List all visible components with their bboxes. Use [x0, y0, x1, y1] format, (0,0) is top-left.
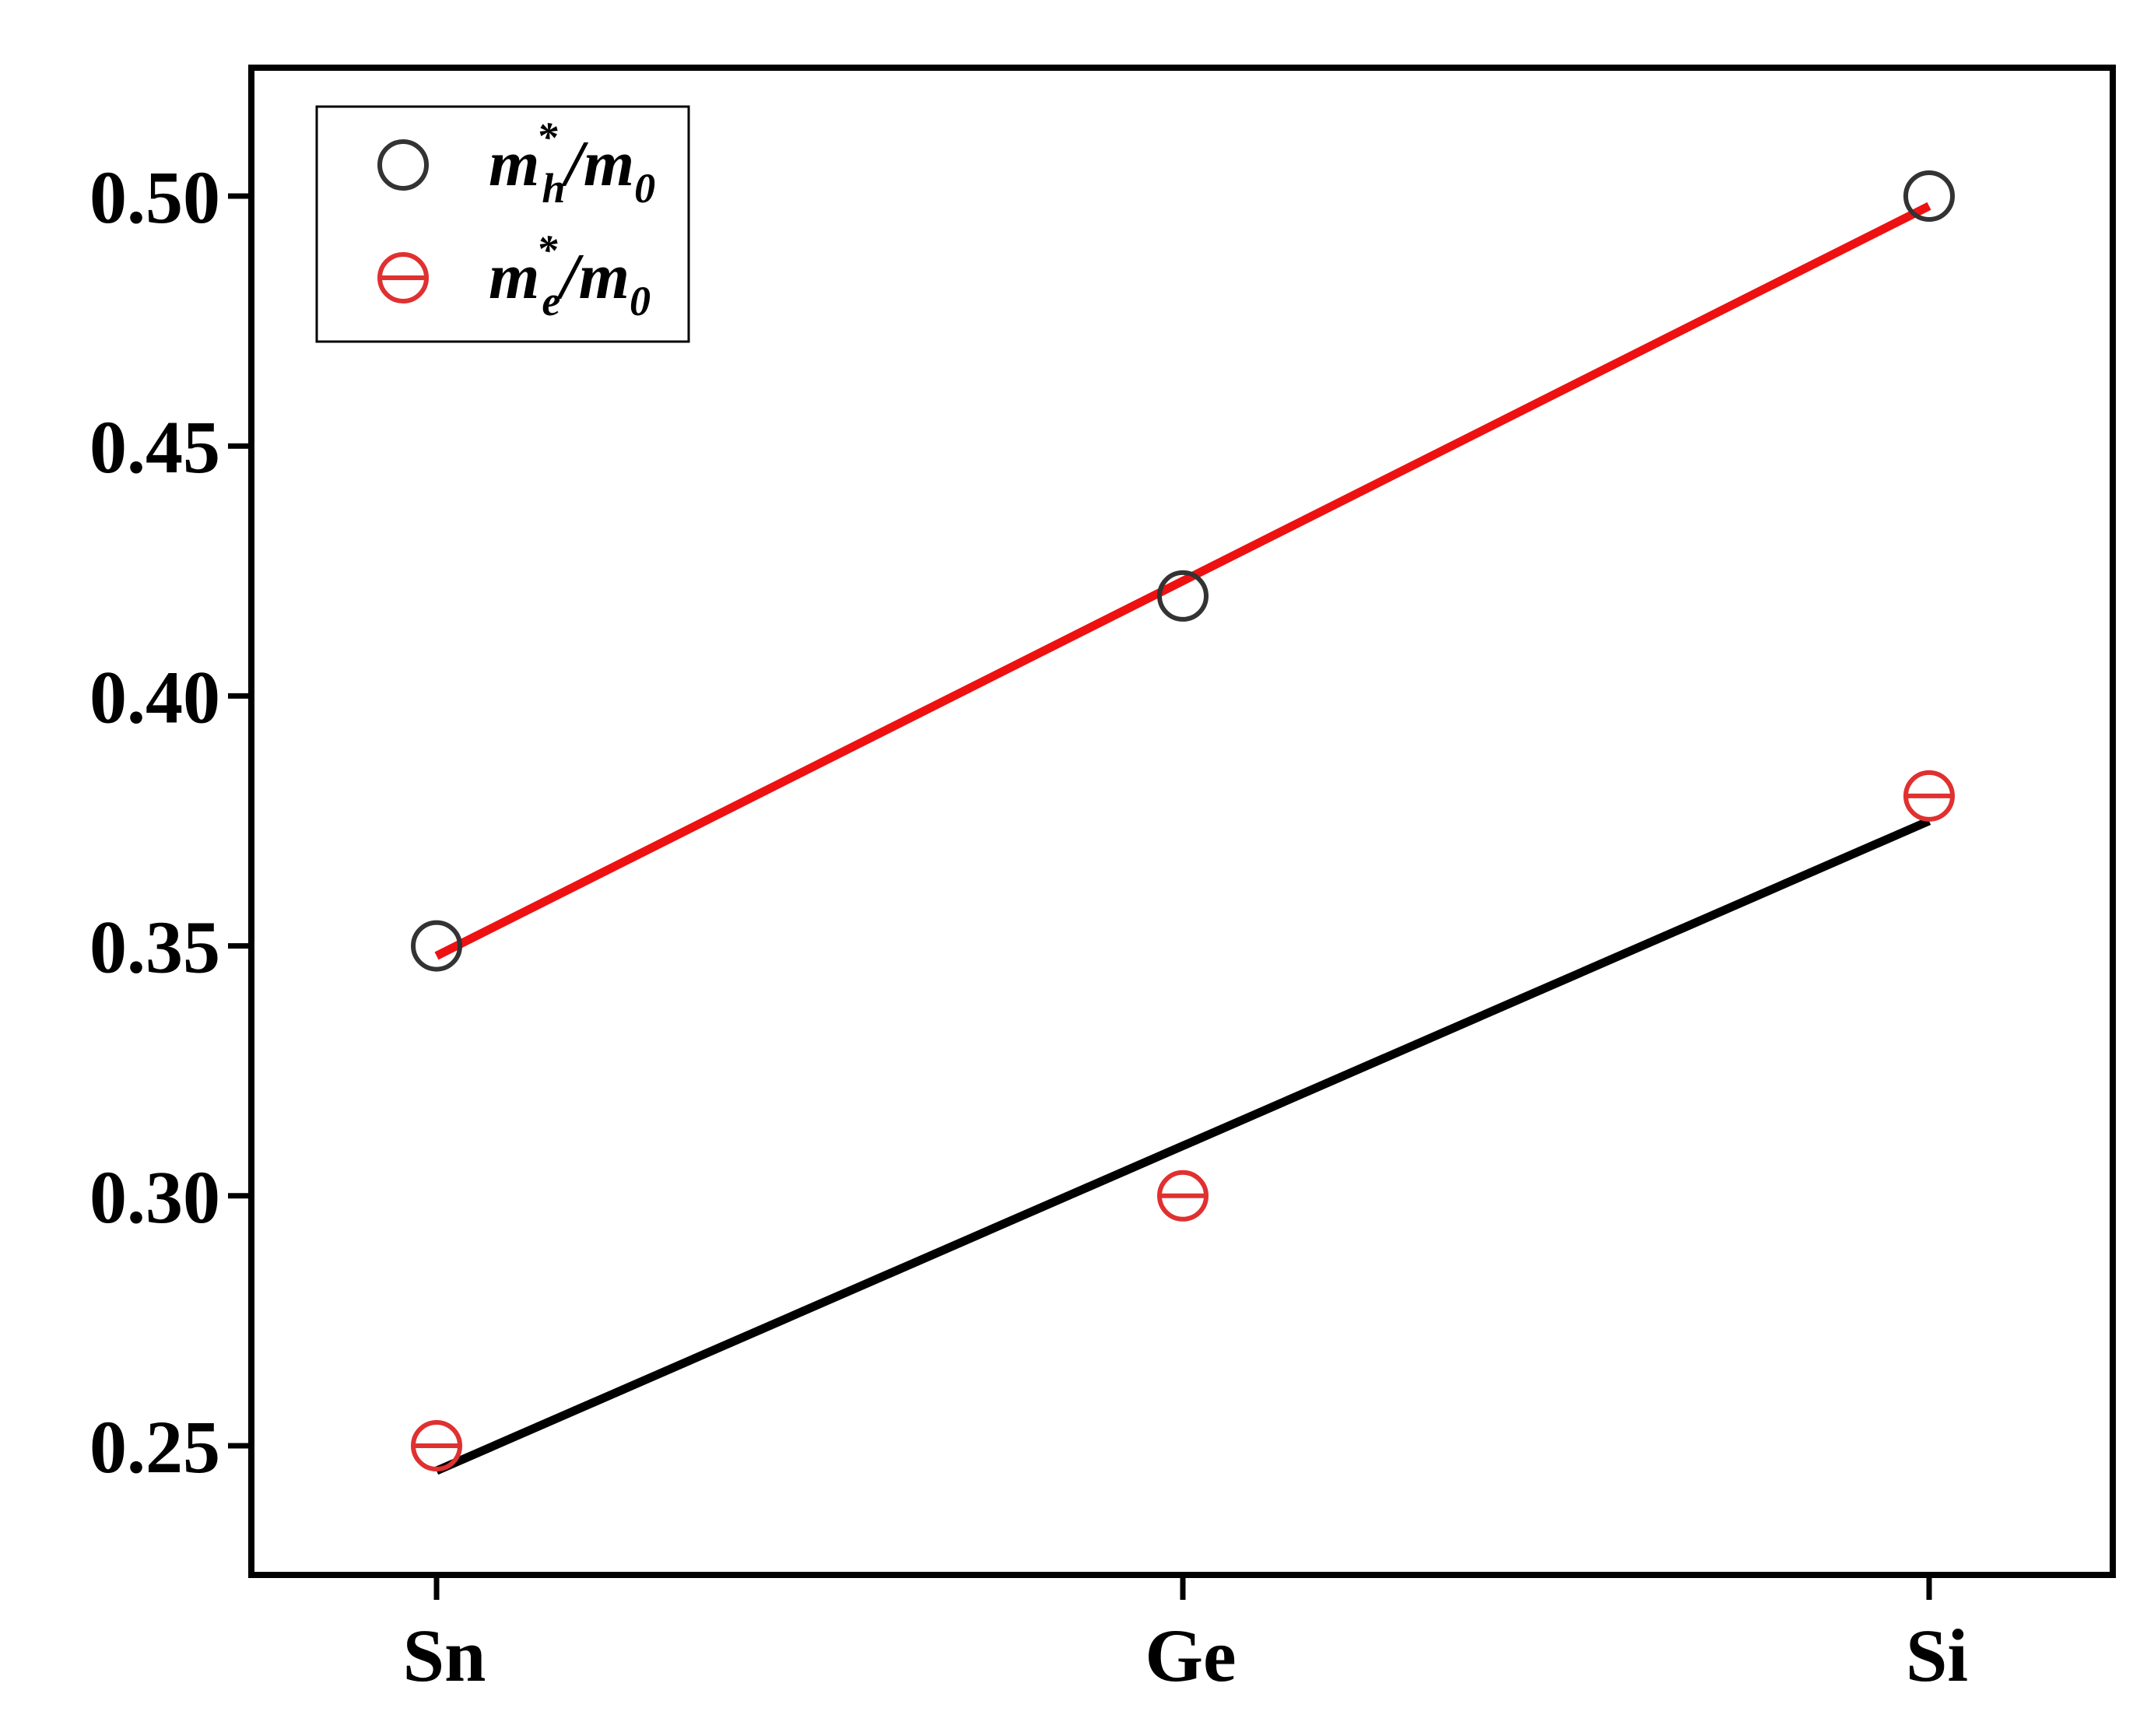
electron-point — [1157, 1170, 1209, 1222]
hole-point — [1157, 570, 1209, 622]
legend: m* h/m0 m* e/m0 — [315, 105, 690, 343]
electron-fit-line — [434, 816, 1931, 1475]
hole-point — [1903, 170, 1955, 222]
legend-marker-hole — [377, 139, 429, 191]
x-tick-label: Sn — [403, 1614, 486, 1697]
x-tick-label: Ge — [1145, 1614, 1236, 1697]
y-axis: 0.25 0.30 0.35 0.40 0.45 0.50 — [89, 156, 251, 1489]
hole-point — [411, 920, 462, 972]
y-tick-label: 0.35 — [89, 906, 220, 989]
y-tick-label: 0.45 — [89, 405, 220, 489]
legend-marker-electron — [377, 252, 429, 303]
x-tick-label: Si — [1906, 1614, 1968, 1697]
x-axis: Sn Ge Si — [403, 1575, 1968, 1697]
data-markers — [411, 170, 1955, 1471]
y-tick-label: 0.40 — [89, 655, 220, 738]
electron-point — [1903, 770, 1955, 822]
y-tick-label: 0.25 — [89, 1405, 220, 1489]
fit-lines — [434, 202, 1931, 1475]
electron-point — [411, 1420, 462, 1471]
legend-label-electron: m* e/m0 — [489, 226, 651, 324]
hole-fit-line — [434, 202, 1931, 960]
y-tick-label: 0.30 — [89, 1156, 220, 1239]
legend-label-hole: m* h/m0 — [489, 114, 655, 212]
y-tick-label: 0.50 — [89, 156, 220, 239]
legend-box — [315, 105, 690, 343]
